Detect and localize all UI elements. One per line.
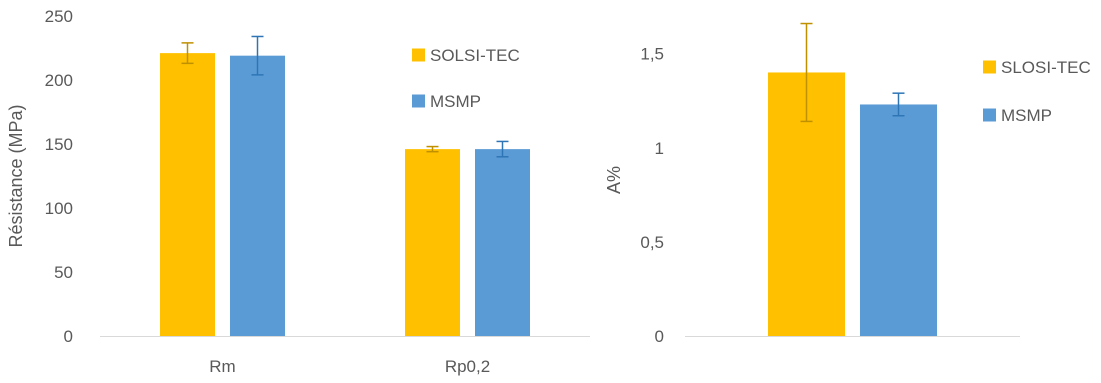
y-tick-label: 100 [45, 199, 73, 218]
y-tick-label: 0,5 [640, 233, 664, 252]
chart-2: A% 0 0,5 1 1,5 SLOSI-TEC MSMP [604, 22, 1091, 346]
legend-swatch [412, 94, 425, 108]
legend-label: SOLSI-TEC [430, 46, 520, 65]
bar-solsi-tec-rm [160, 53, 215, 337]
y-axis-label: Résistance (MPa) [6, 104, 26, 247]
x-tick-label: Rp0,2 [445, 357, 490, 376]
y-tick-label: 50 [54, 263, 73, 282]
legend-swatch [983, 60, 996, 74]
y-tick-label: 0 [64, 327, 73, 346]
y-tick-label: 1,5 [640, 45, 664, 64]
legend-swatch [412, 48, 425, 62]
y-tick-label: 200 [45, 71, 73, 90]
bar-msmp-rm [230, 55, 285, 337]
legend-label: MSMP [430, 92, 481, 111]
y-tick-label: 1 [655, 139, 664, 158]
bar-msmp-all [860, 104, 937, 337]
bar-solsi-tec-rp02 [405, 149, 460, 336]
y-tick-label: 250 [45, 7, 73, 26]
legend-swatch [983, 108, 996, 122]
x-tick-label: Rm [209, 357, 235, 376]
y-tick-label: 150 [45, 135, 73, 154]
y-axis-label: A% [604, 166, 624, 194]
legend-label: MSMP [1001, 106, 1052, 125]
y-tick-label: 0 [655, 327, 664, 346]
legend-label: SLOSI-TEC [1001, 58, 1091, 77]
bar-msmp-rp02 [475, 149, 530, 336]
chart-1: Résistance (MPa) 0 50 100 150 200 250 Rm Rp0,2 SO… [6, 7, 590, 376]
